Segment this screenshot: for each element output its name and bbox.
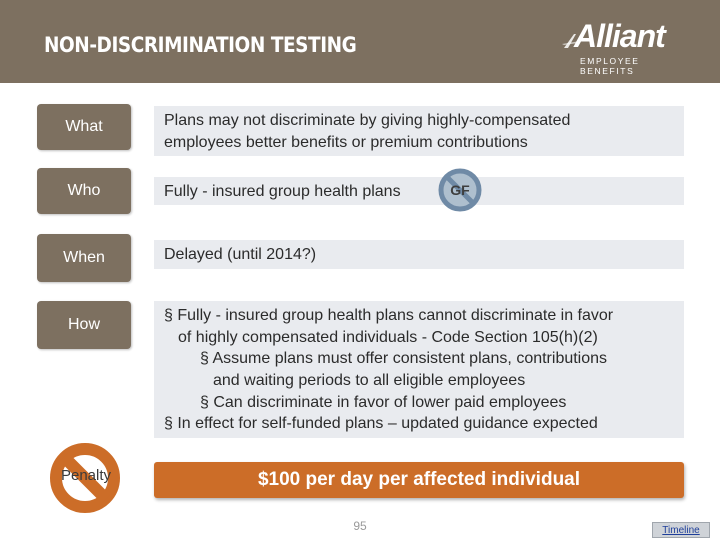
what-line-1: Plans may not discriminate by giving hig… [164,112,571,129]
row-label-when: When [37,234,131,282]
page-number: 95 [353,519,367,533]
row-content-who: Fully - insured group health plans [154,177,684,205]
logo-subtext: EMPLOYEE BENEFITS [580,56,640,76]
row-label-how: How [37,301,131,349]
row-content-what: Plans may not discriminate by giving hig… [154,106,684,156]
penalty-banner: $100 per day per affected individual [154,462,684,498]
penalty-text: $100 per day per affected individual [257,469,581,490]
row-label-who-text: Who [67,182,101,199]
how-bullet-1: § Fully - insured group health plans can… [164,307,614,324]
prohibited-icon [50,443,120,513]
how-bullet-2: § In effect for self-funded plans – upda… [164,415,598,432]
gf-circle-icon [438,168,482,212]
timeline-link-button[interactable]: Timeline [652,522,710,538]
how-subbullet-1-cont: and waiting periods to all eligible empl… [213,372,526,389]
header-bar: NON-DISCRIMINATION TESTING Alliant EMPLO… [0,0,720,83]
row-label-when-text: When [63,249,105,266]
penalty-label: Penalty [60,467,112,484]
how-subbullet-2: § Can discriminate in favor of lower pai… [200,394,567,411]
how-bullet-1-cont: of highly compensated individuals - Code… [178,329,598,346]
row-content-when: Delayed (until 2014?) [154,240,684,269]
page-title: NON-DISCRIMINATION TESTING [44,33,357,57]
row-label-who: Who [37,168,131,214]
header-divider [0,83,720,89]
row-label-what: What [37,104,131,150]
what-line-2: employees better benefits or premium con… [164,134,528,151]
row-label-how-text: How [67,316,100,333]
when-text: Delayed (until 2014?) [164,246,317,263]
timeline-link-text[interactable]: Timeline [662,524,700,536]
gf-badge-text: GF [450,182,470,198]
logo-swoosh-icon [562,34,580,48]
logo-wordmark: Alliant [574,18,666,54]
alliant-logo: Alliant EMPLOYEE BENEFITS [562,18,690,76]
row-label-what-text: What [65,118,103,135]
how-subbullet-1: § Assume plans must offer consistent pla… [200,350,608,367]
row-content-how: § Fully - insured group health plans can… [154,301,684,438]
gf-badge: GF [438,168,482,212]
who-text: Fully - insured group health plans [164,183,401,200]
